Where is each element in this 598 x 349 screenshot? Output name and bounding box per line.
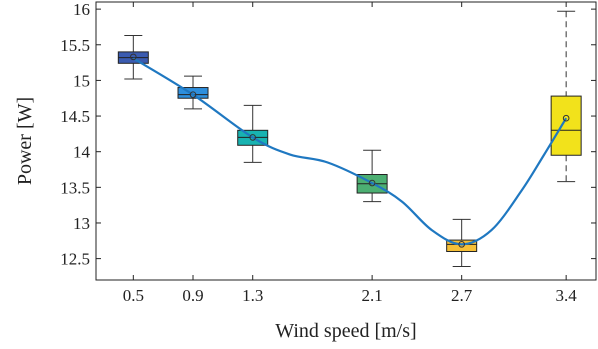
box-rect (446, 239, 478, 252)
fit-line-group (132, 57, 568, 246)
mean-marker (368, 179, 376, 187)
mean-marker (249, 134, 257, 141)
plot-area (95, 1, 597, 281)
y-tick-label: 12.5 (60, 250, 90, 269)
x-tick-label: 2.1 (361, 286, 382, 305)
x-axis: 0.5 0.9 1.3 2.1 2.7 3.4 (123, 2, 578, 305)
x-tick-label: 2.7 (451, 286, 473, 305)
y-tick-label: 13 (73, 214, 90, 233)
x-tick-label: 0.9 (182, 286, 203, 305)
x-tick-label: 0.5 (123, 286, 144, 305)
x-axis-title: Wind speed [m/s] (275, 320, 416, 342)
mean-marker (458, 241, 465, 248)
mean-marker (130, 53, 137, 61)
y-tick-label: 14 (73, 143, 91, 162)
y-tick-label: 16 (73, 0, 90, 19)
box-rect (177, 87, 209, 99)
box-item (550, 10, 582, 183)
x-tick-label: 3.4 (556, 286, 578, 305)
box-rect (550, 95, 582, 156)
box-item (356, 149, 388, 203)
box-item (237, 104, 269, 163)
y-tick-label: 14.5 (60, 107, 90, 126)
mean-markers (130, 53, 570, 248)
plot-frame (95, 1, 597, 281)
y-axis-title: Power [W] (14, 97, 36, 185)
mean-marker (562, 114, 570, 122)
y-axis: 12.5 13 13.5 14 14.5 15 15.5 16 (60, 0, 596, 269)
box-item (446, 218, 478, 267)
box-item (177, 75, 209, 110)
y-tick-label: 15 (73, 71, 90, 90)
box-item (117, 35, 149, 80)
x-tick-label: 1.3 (242, 286, 263, 305)
box-series (117, 10, 582, 267)
y-tick-label: 15.5 (60, 36, 90, 55)
fit-line (132, 57, 568, 246)
mean-marker (189, 91, 197, 98)
y-tick-label: 13.5 (60, 178, 90, 197)
